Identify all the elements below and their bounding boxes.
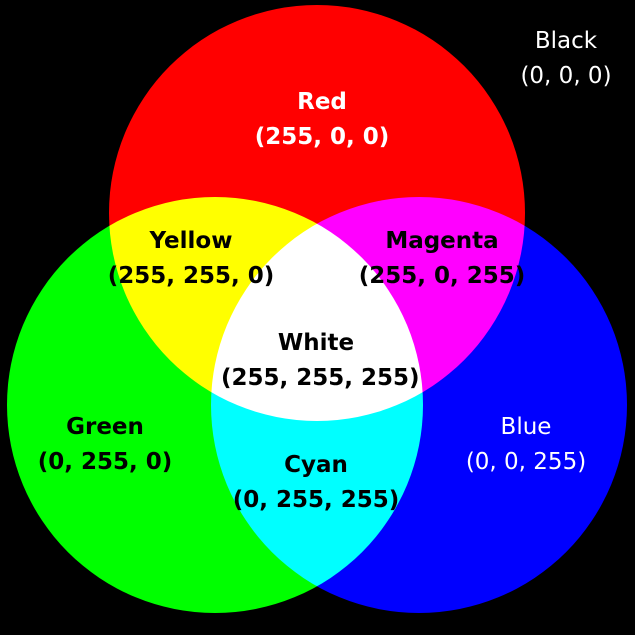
yellow-label: Yellow (255, 255, 0) [106,224,276,294]
white-rgb: (255, 255, 255) [221,365,420,391]
cyan-label: Cyan (0, 255, 255) [226,448,406,518]
white-name: White [277,330,355,356]
magenta-label: Magenta (255, 0, 255) [357,224,527,294]
blue-rgb: (0, 0, 255) [465,449,587,475]
magenta-rgb: (255, 0, 255) [358,263,526,289]
red-rgb: (255, 0, 0) [254,124,390,150]
black-name: Black [534,28,598,54]
yellow-rgb: (255, 255, 0) [107,263,275,289]
yellow-name: Yellow [149,228,233,254]
red-label: Red (255, 0, 0) [237,85,407,155]
magenta-name: Magenta [385,228,499,254]
white-label: White (255, 255, 255) [221,326,420,396]
black-rgb: (0, 0, 0) [520,63,612,89]
black-label: Black (0, 0, 0) [506,24,626,94]
green-name: Green [66,414,144,440]
green-rgb: (0, 255, 0) [37,449,173,475]
green-label: Green (0, 255, 0) [30,410,180,480]
blue-name: Blue [500,414,552,440]
blue-circle [211,197,627,613]
blue-label: Blue (0, 0, 255) [451,410,601,480]
cyan-name: Cyan [284,452,348,478]
cyan-rgb: (0, 255, 255) [232,487,400,513]
red-name: Red [297,89,347,115]
